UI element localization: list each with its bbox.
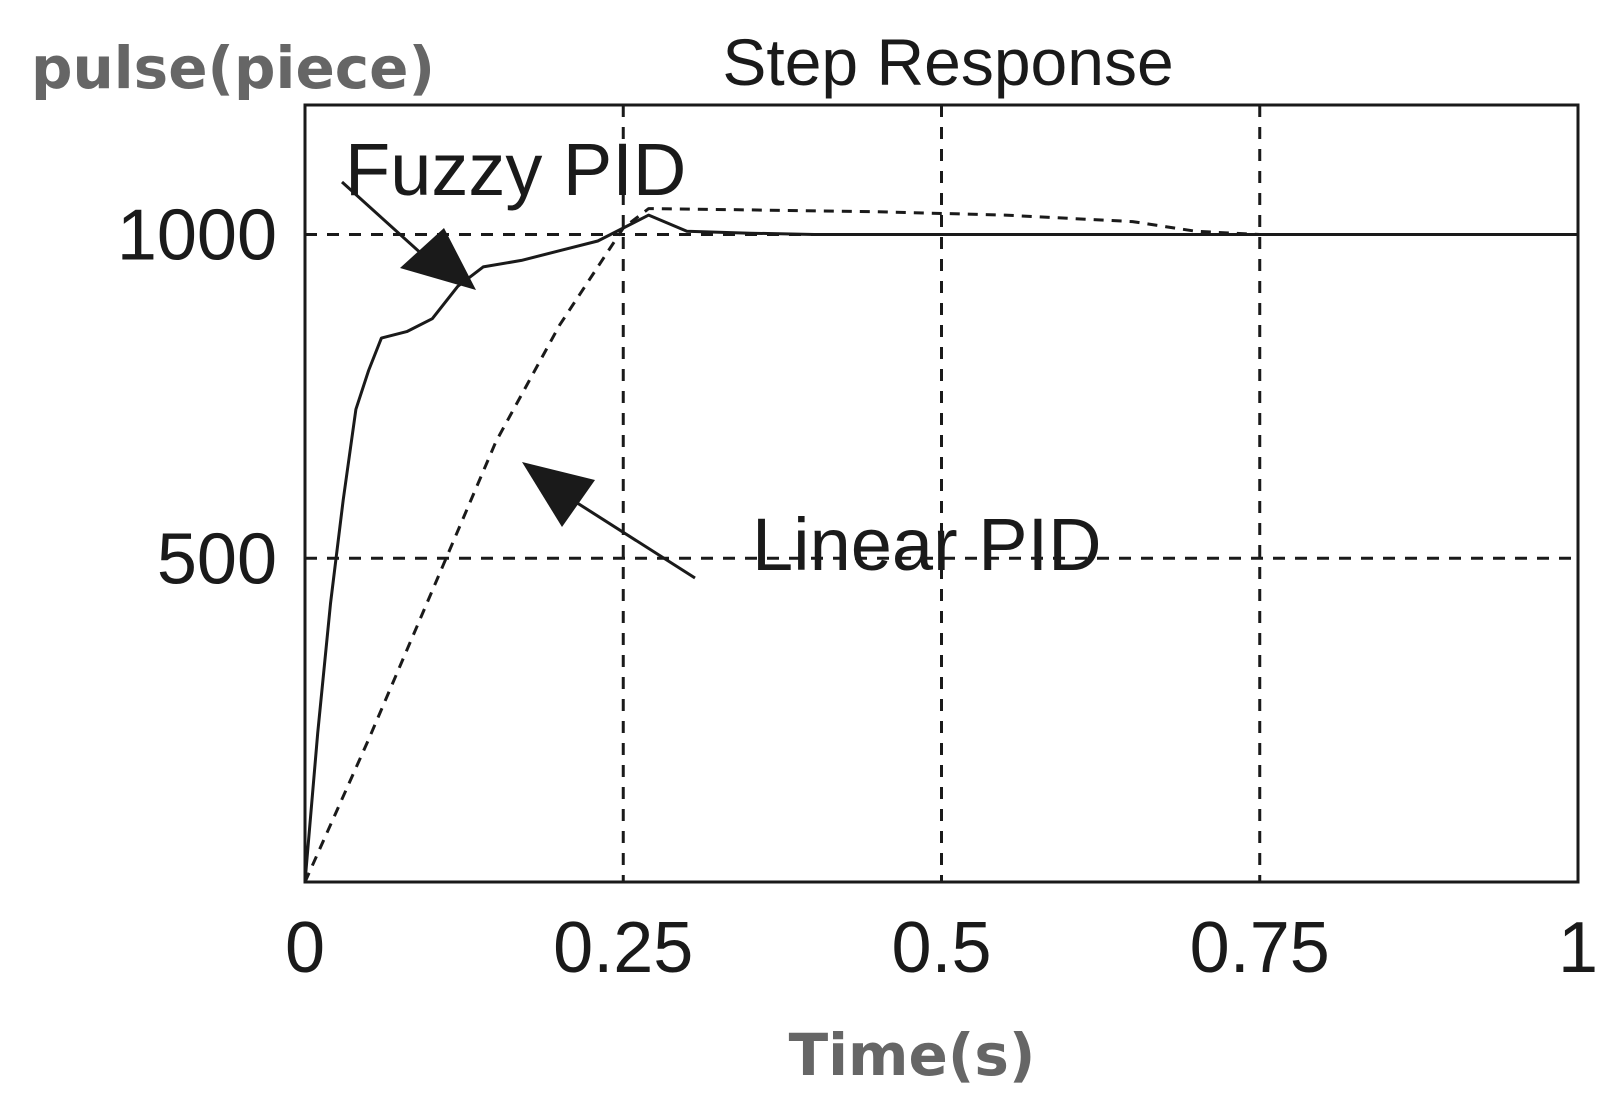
x-axis-title: Time(s) xyxy=(789,1021,1036,1089)
arrow-fuzzy-pid-head xyxy=(400,228,476,290)
tick-labels: 0 0.25 0.5 0.75 1 500 1000 xyxy=(117,196,1598,989)
x-tick-label-1: 0.25 xyxy=(553,908,693,988)
series-line-fuzzy-pid xyxy=(303,213,1578,883)
plot-area-frame xyxy=(303,103,1580,884)
chart-title: Step Response xyxy=(722,25,1173,99)
y-axis-title: pulse(piece) xyxy=(31,34,435,102)
series-lines xyxy=(303,207,1578,883)
x-tick-label-0: 0 xyxy=(285,908,325,988)
x-tick-label-2: 0.5 xyxy=(891,908,991,988)
annotations: Fuzzy PID Linear PID xyxy=(340,128,1102,586)
arrow-linear-pid-shaft xyxy=(559,490,696,580)
x-tick-label-4: 1 xyxy=(1558,908,1598,988)
y-tick-label-0: 500 xyxy=(157,519,277,599)
annotation-linear-pid: Linear PID xyxy=(752,503,1102,586)
annotation-fuzzy-pid: Fuzzy PID xyxy=(345,128,686,211)
x-tick-label-3: 0.75 xyxy=(1190,908,1330,988)
arrow-linear-pid-head xyxy=(522,462,595,527)
series-line-linear-pid xyxy=(303,207,1324,883)
y-tick-label-1: 1000 xyxy=(117,196,277,276)
